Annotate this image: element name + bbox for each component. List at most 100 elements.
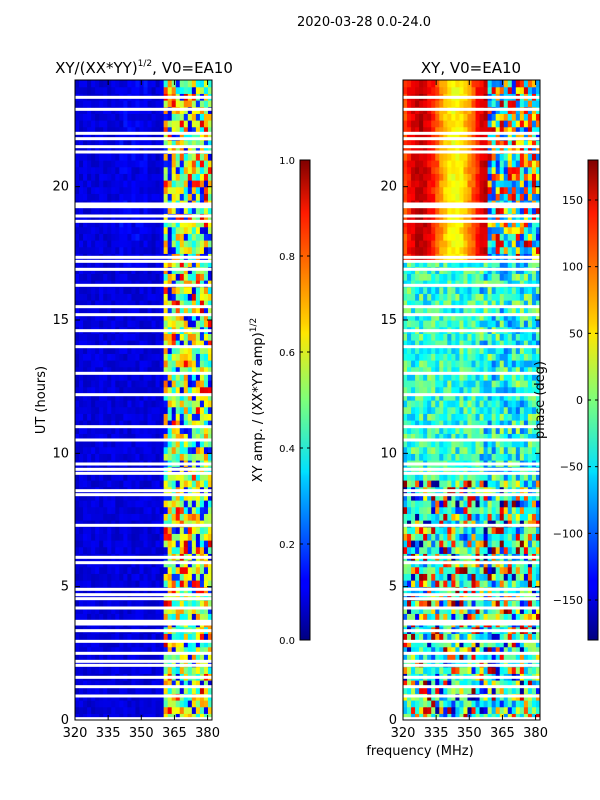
heatmap-cell	[79, 606, 84, 614]
heatmap-cell	[459, 600, 465, 608]
heatmap-cell	[155, 226, 161, 234]
heatmap-cell	[171, 206, 177, 214]
heatmap-cell	[151, 360, 157, 368]
heatmap-cell	[499, 706, 505, 714]
heatmap-cell	[143, 633, 149, 641]
heatmap-cell	[495, 713, 501, 720]
heatmap-cell	[79, 373, 84, 381]
heatmap-cell	[179, 366, 185, 374]
heatmap-cell	[135, 480, 141, 488]
heatmap-cell	[115, 260, 120, 268]
heatmap-cell	[199, 400, 205, 408]
heatmap-cell	[463, 666, 469, 674]
heatmap-cell	[519, 533, 525, 541]
heatmap-cell	[163, 580, 169, 588]
heatmap-cell	[167, 340, 173, 348]
heatmap-cell	[143, 153, 149, 161]
heatmap-cell	[191, 86, 197, 94]
heatmap-cell	[535, 440, 540, 448]
heatmap-cell	[139, 240, 145, 248]
heatmap-cell	[431, 546, 436, 554]
heatmap-cell	[131, 146, 137, 154]
heatmap-cell	[187, 86, 193, 94]
heatmap-cell	[107, 320, 112, 328]
heatmap-cell	[519, 660, 525, 668]
heatmap-cell	[455, 713, 461, 720]
heatmap-cell	[491, 413, 497, 421]
heatmap-cell	[495, 680, 501, 688]
heatmap-cell	[143, 453, 149, 461]
heatmap-cell	[455, 473, 461, 481]
heatmap-cell	[403, 666, 408, 674]
heatmap-cell	[403, 573, 408, 581]
heatmap-cell	[75, 493, 80, 501]
heatmap-cell	[95, 520, 100, 528]
heatmap-cell	[87, 573, 92, 581]
heatmap-cell	[131, 400, 137, 408]
heatmap-cell	[119, 233, 124, 241]
heatmap-cell	[187, 353, 193, 361]
heatmap-cell	[147, 353, 153, 361]
heatmap-cell	[123, 86, 128, 94]
heatmap-cell	[91, 313, 96, 321]
heatmap-cell	[479, 546, 485, 554]
heatmap-cell	[139, 420, 145, 428]
heatmap-cell	[519, 526, 525, 534]
heatmap-cell	[515, 540, 521, 548]
heatmap-cell	[183, 113, 189, 121]
heatmap-cell	[143, 86, 149, 94]
heatmap-cell	[447, 426, 452, 434]
heatmap-cell	[135, 286, 141, 294]
heatmap-cell	[175, 240, 181, 248]
heatmap-cell	[115, 280, 120, 288]
heatmap-cell	[487, 640, 493, 648]
heatmap-cell	[79, 493, 84, 501]
heatmap-cell	[167, 426, 173, 434]
heatmap-cell	[483, 580, 489, 588]
heatmap-cell	[167, 706, 173, 714]
heatmap-cell	[147, 240, 153, 248]
heatmap-cell	[83, 580, 88, 588]
heatmap-cell	[75, 533, 80, 541]
heatmap-cell	[467, 600, 473, 608]
heatmap-cell	[127, 286, 133, 294]
heatmap-cell	[75, 713, 80, 720]
heatmap-cell	[203, 646, 209, 654]
heatmap-cell	[103, 600, 108, 608]
heatmap-cell	[203, 373, 209, 381]
heatmap-cell	[199, 366, 205, 374]
heatmap-cell	[203, 100, 209, 108]
data-gap	[75, 561, 212, 565]
heatmap-cell	[503, 653, 509, 661]
heatmap-cell	[159, 260, 165, 268]
heatmap-cell	[127, 640, 133, 648]
heatmap-cell	[403, 400, 408, 408]
heatmap-cell	[463, 533, 469, 541]
heatmap-cell	[95, 360, 100, 368]
heatmap-cell	[191, 500, 197, 508]
heatmap-cell	[191, 373, 197, 381]
heatmap-cell	[443, 606, 448, 614]
heatmap-cell	[191, 533, 197, 541]
heatmap-cell	[127, 473, 133, 481]
heatmap-cell	[163, 680, 169, 688]
heatmap-cell	[431, 706, 436, 714]
heatmap-cell	[187, 593, 193, 601]
heatmap-cell	[147, 280, 153, 288]
heatmap-cell	[135, 493, 141, 501]
heatmap-cell	[95, 300, 100, 308]
heatmap-cell	[207, 220, 212, 228]
heatmap-cell	[195, 280, 201, 288]
heatmap-cell	[139, 373, 145, 381]
heatmap-cell	[471, 533, 477, 541]
heatmap-cell	[459, 440, 465, 448]
heatmap-cell	[75, 633, 80, 641]
heatmap-cell	[135, 413, 141, 421]
heatmap-cell	[499, 473, 505, 481]
heatmap-cell	[175, 653, 181, 661]
heatmap-cell	[103, 513, 108, 521]
heatmap-cell	[195, 533, 201, 541]
heatmap-cell	[203, 280, 209, 288]
heatmap-cell	[171, 366, 177, 374]
heatmap-cell	[127, 353, 133, 361]
